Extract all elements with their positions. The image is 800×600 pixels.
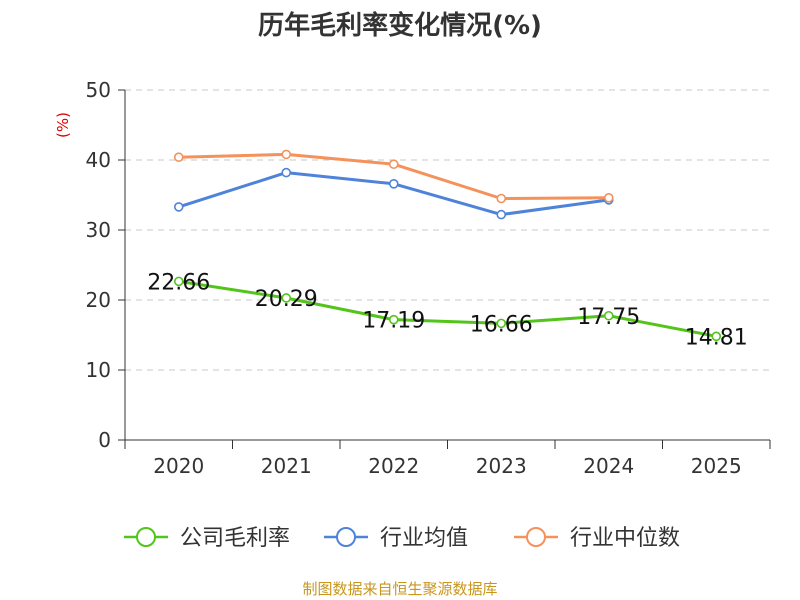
data-point	[173, 202, 184, 212]
data-point	[173, 152, 184, 162]
series-line-1	[178, 171, 609, 217]
data-point	[603, 193, 614, 203]
series-line-0	[178, 279, 717, 338]
legend-marker	[336, 527, 356, 547]
data-label: 20.29	[255, 287, 318, 312]
legend-label: 公司毛利率	[180, 526, 290, 551]
legend-label: 行业中位数	[570, 526, 680, 551]
y-tick-label: 50	[86, 78, 111, 102]
data-point	[711, 331, 722, 342]
data-point	[388, 314, 399, 325]
data-point	[388, 179, 399, 189]
x-tick-label: 2022	[368, 454, 419, 478]
y-tick-label: 10	[86, 358, 111, 382]
y-tick-label: 0	[98, 428, 111, 452]
x-tick-label: 2024	[583, 454, 634, 478]
data-point	[603, 310, 614, 321]
data-label: 17.75	[577, 305, 640, 330]
data-label: 16.66	[470, 312, 533, 337]
data-label: 22.66	[147, 270, 210, 295]
y-axis-label: (%)	[54, 112, 72, 138]
x-tick-label: 2023	[476, 454, 527, 478]
legend-item-1[interactable]: 行业均值	[324, 526, 468, 551]
data-point	[173, 276, 184, 287]
data-point	[496, 318, 507, 329]
x-tick-label: 2025	[691, 454, 742, 478]
source-note: 制图数据来自恒生聚源数据库	[302, 580, 497, 598]
y-tick-label: 40	[86, 148, 111, 172]
data-label: 14.81	[685, 325, 748, 350]
data-point	[496, 193, 507, 204]
legend-label: 行业均值	[380, 526, 468, 551]
data-point	[281, 293, 292, 303]
legend-item-2[interactable]: 行业中位数	[514, 526, 680, 551]
x-tick-label: 2020	[153, 454, 204, 478]
y-tick-label: 20	[86, 288, 111, 312]
legend-marker	[526, 527, 546, 547]
data-label: 17.19	[362, 309, 425, 334]
chart-title: 历年毛利率变化情况(%)	[258, 10, 542, 41]
x-tick-label: 2021	[261, 454, 312, 478]
y-tick-label: 30	[86, 218, 111, 242]
data-point	[281, 149, 292, 160]
data-point	[281, 167, 292, 178]
data-point	[496, 209, 507, 220]
data-point	[388, 159, 399, 169]
legend-item-0[interactable]: 公司毛利率	[124, 526, 290, 551]
legend-marker	[136, 527, 156, 547]
